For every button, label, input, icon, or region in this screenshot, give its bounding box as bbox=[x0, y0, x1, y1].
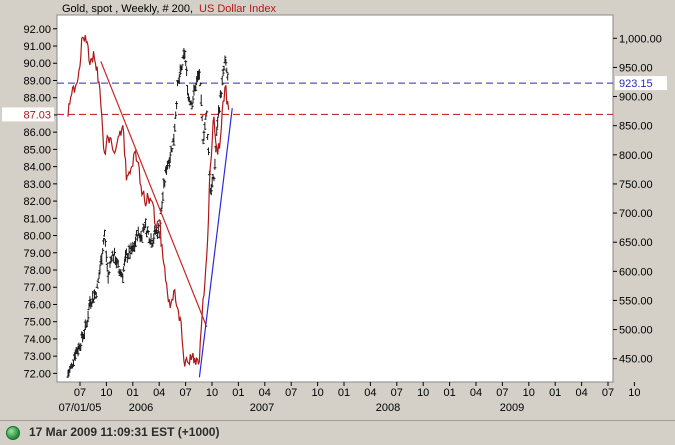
left-tick-label: 81.00 bbox=[23, 213, 51, 225]
chart-title-instrument: Gold, spot , Weekly, # 200, bbox=[62, 3, 193, 15]
status-bar: 17 Mar 2009 11:09:31 EST (+1000) bbox=[0, 420, 675, 445]
x-tick-label: 01 bbox=[338, 387, 350, 399]
x-tick-label: 04 bbox=[575, 387, 587, 399]
x-tick-label: 10 bbox=[100, 387, 112, 399]
x-tick-label: 07 bbox=[391, 387, 403, 399]
right-tick-label: 650.00 bbox=[619, 237, 653, 249]
right-tick-label: 550.00 bbox=[619, 295, 653, 307]
x-tick-label: 07 bbox=[602, 387, 614, 399]
value-markers: 923.15 87.03 bbox=[2, 76, 667, 122]
gold-value-marker bbox=[615, 76, 667, 91]
reference-lines bbox=[57, 82, 613, 115]
status-timestamp: 17 Mar 2009 11:09:31 EST (+1000) bbox=[29, 425, 220, 439]
right-tick-label: 750.00 bbox=[619, 179, 653, 191]
left-tick-label: 77.00 bbox=[23, 282, 51, 294]
x-year-label: 2007 bbox=[250, 402, 274, 414]
x-tick-label: 04 bbox=[153, 387, 165, 399]
left-tick-label: 73.00 bbox=[23, 351, 51, 363]
left-tick-label: 79.00 bbox=[23, 248, 51, 260]
right-tick-label: 500.00 bbox=[619, 325, 653, 337]
x-tick-label: 04 bbox=[259, 387, 271, 399]
x-tick-label: 01 bbox=[127, 387, 139, 399]
usd-index-line bbox=[67, 35, 230, 367]
gold-uptrend-line bbox=[198, 108, 233, 378]
left-tick-label: 86.00 bbox=[23, 127, 51, 139]
x-tick-label: 10 bbox=[523, 387, 535, 399]
left-tick-label: 80.00 bbox=[23, 231, 51, 243]
x-tick-label: 04 bbox=[470, 387, 482, 399]
gold-price-bars bbox=[66, 48, 230, 378]
right-tick-label: 450.00 bbox=[619, 354, 653, 366]
x-tick-label: 01 bbox=[443, 387, 455, 399]
right-tick-label: 600.00 bbox=[619, 266, 653, 278]
x-tick-label: 10 bbox=[628, 387, 640, 399]
right-tick-label: 850.00 bbox=[619, 121, 653, 133]
x-tick-label: 01 bbox=[549, 387, 561, 399]
left-tick-label: 83.00 bbox=[23, 179, 51, 191]
left-tick-label: 72.00 bbox=[23, 368, 51, 380]
left-tick-label: 75.00 bbox=[23, 317, 51, 329]
x-year-label: 2006 bbox=[129, 402, 153, 414]
left-tick-label: 91.00 bbox=[23, 41, 51, 53]
x-tick-label: 10 bbox=[206, 387, 218, 399]
right-axis-ticks: 1,000.00 950.00 900.00 850.00 800.00 750.00 70… bbox=[613, 33, 662, 366]
right-tick-label: 900.00 bbox=[619, 92, 653, 104]
chart-title-overlay: US Dollar Index bbox=[199, 3, 277, 15]
left-tick-label: 84.00 bbox=[23, 162, 51, 174]
x-tick-label: 04 bbox=[364, 387, 376, 399]
x-tick-label: 01 bbox=[232, 387, 244, 399]
plot-area bbox=[56, 14, 614, 383]
usd-value-marker bbox=[2, 107, 54, 122]
left-tick-label: 89.00 bbox=[23, 75, 51, 87]
usd-downtrend-line bbox=[100, 61, 208, 328]
x-tick-label: 10 bbox=[311, 387, 323, 399]
x-tick-label: 07 bbox=[179, 387, 191, 399]
usd-value-label: 87.03 bbox=[23, 109, 51, 121]
gold-value-label: 923.15 bbox=[619, 78, 653, 90]
left-tick-label: 85.00 bbox=[23, 144, 51, 156]
left-tick-label: 78.00 bbox=[23, 265, 51, 277]
x-tick-label: 10 bbox=[417, 387, 429, 399]
right-tick-label: 800.00 bbox=[619, 150, 653, 162]
connection-status-icon bbox=[6, 426, 20, 440]
left-tick-label: 90.00 bbox=[23, 58, 51, 70]
left-tick-label: 82.00 bbox=[23, 196, 51, 208]
left-axis-ticks: 92.0091.0090.0089.0088.0087.0086.0085.00… bbox=[23, 24, 57, 380]
x-axis-ticks: 07 10 01 04 07 10 01 04 07 10 01 04 07 10 01 04 07 10 01 04… bbox=[59, 382, 641, 414]
left-tick-label: 76.00 bbox=[23, 299, 51, 311]
x-tick-label: 07 bbox=[74, 387, 86, 399]
left-tick-label: 88.00 bbox=[23, 93, 51, 105]
x-year-label: 2008 bbox=[376, 402, 400, 414]
x-year-label: 2009 bbox=[500, 402, 524, 414]
left-tick-label: 74.00 bbox=[23, 334, 51, 346]
trendlines bbox=[100, 61, 233, 378]
right-tick-label: 700.00 bbox=[619, 208, 653, 220]
chart-canvas: Gold, spot , Weekly, # 200, US Dollar In… bbox=[2, 3, 667, 414]
x-tick-label: 07 bbox=[496, 387, 508, 399]
right-tick-label: 950.00 bbox=[619, 62, 653, 74]
x-tick-label: 07 bbox=[285, 387, 297, 399]
right-tick-label: 1,000.00 bbox=[619, 33, 662, 45]
x-year-label: 07/01/05 bbox=[59, 402, 102, 414]
left-tick-label: 92.00 bbox=[23, 24, 51, 36]
